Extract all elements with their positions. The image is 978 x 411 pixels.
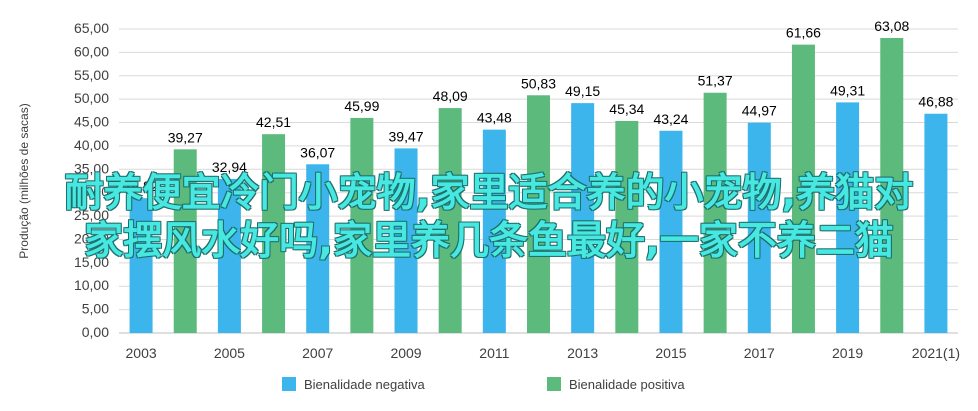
y-axis-ticks: 0,00 5,00 10,00 15,00 20,00 25,00 30,00 35,00 40… bbox=[74, 20, 109, 340]
y-tick-label: 40,00 bbox=[74, 137, 109, 153]
bar bbox=[880, 37, 904, 334]
bar bbox=[747, 122, 771, 333]
bar bbox=[394, 148, 418, 333]
bar bbox=[791, 44, 815, 334]
bar bbox=[438, 108, 462, 334]
data-label: 49,15 bbox=[565, 83, 600, 99]
data-label: 51,37 bbox=[698, 73, 733, 89]
legend-label: Bienalidade positiva bbox=[569, 377, 685, 392]
data-label: 44,97 bbox=[742, 103, 777, 119]
legend-swatch bbox=[547, 377, 561, 391]
data-label: 49,31 bbox=[830, 82, 865, 98]
data-label: 39,27 bbox=[168, 129, 203, 145]
data-label: 48,09 bbox=[433, 88, 468, 104]
y-tick-label: 35,00 bbox=[74, 160, 109, 176]
x-tick-label: 2019 bbox=[832, 345, 863, 361]
bar bbox=[615, 120, 639, 334]
x-tick-label: 2009 bbox=[390, 345, 421, 361]
data-label: 39,47 bbox=[389, 128, 424, 144]
data-label: 46,88 bbox=[918, 94, 953, 110]
x-tick-label: 2017 bbox=[744, 345, 775, 361]
bar bbox=[659, 130, 683, 333]
y-tick-label: 30,00 bbox=[74, 184, 109, 200]
data-label: 42,51 bbox=[256, 114, 291, 130]
x-axis-ticks: 2003 2005 2007 2009 2011 2013 2015 2017 2019 2021… bbox=[126, 345, 961, 361]
y-tick-label: 10,00 bbox=[74, 277, 109, 293]
bar bbox=[262, 134, 286, 333]
data-label: 28,82 bbox=[124, 178, 159, 194]
y-tick-label: 60,00 bbox=[74, 43, 109, 59]
bar bbox=[703, 92, 727, 333]
data-label: 32,94 bbox=[212, 159, 247, 175]
x-tick-label: 2015 bbox=[655, 345, 686, 361]
y-tick-label: 65,00 bbox=[74, 20, 109, 36]
bars bbox=[129, 37, 948, 334]
data-label: 61,66 bbox=[786, 25, 821, 41]
data-label: 43,48 bbox=[477, 110, 512, 126]
y-tick-label: 55,00 bbox=[74, 67, 109, 83]
bar bbox=[350, 117, 374, 333]
data-label: 50,83 bbox=[521, 75, 556, 91]
y-axis-label: Produção (milhões de sacas) bbox=[17, 103, 31, 258]
y-tick-label: 45,00 bbox=[74, 114, 109, 130]
legend-swatch bbox=[282, 377, 296, 391]
bar bbox=[217, 178, 241, 333]
bar bbox=[836, 102, 860, 333]
data-labels: 28,82 32,94 36,07 39,47 43,48 49,15 43,24 44,97… bbox=[124, 18, 954, 194]
bar bbox=[173, 149, 197, 333]
y-tick-label: 50,00 bbox=[74, 90, 109, 106]
x-tick-label: 2013 bbox=[567, 345, 598, 361]
x-tick-label: 2007 bbox=[302, 345, 333, 361]
bar bbox=[571, 103, 595, 333]
x-tick-label: 2003 bbox=[126, 345, 157, 361]
y-tick-label: 15,00 bbox=[74, 254, 109, 270]
bar bbox=[482, 129, 506, 333]
y-tick-label: 0,00 bbox=[82, 324, 109, 340]
data-label: 36,07 bbox=[300, 144, 335, 160]
x-tick-label: 2005 bbox=[214, 345, 245, 361]
data-label: 43,24 bbox=[653, 111, 688, 127]
x-tick-label: 2021(1) bbox=[912, 345, 960, 361]
legend: Bienalidade negativa Bienalidade positiva bbox=[282, 377, 685, 392]
y-tick-label: 20,00 bbox=[74, 230, 109, 246]
y-tick-label: 5,00 bbox=[82, 301, 109, 317]
legend-label: Bienalidade negativa bbox=[304, 377, 425, 392]
data-label: 63,08 bbox=[874, 18, 909, 34]
data-label: 45,34 bbox=[609, 101, 644, 117]
data-label: 45,99 bbox=[344, 98, 379, 114]
bar bbox=[306, 164, 330, 333]
y-tick-label: 25,00 bbox=[74, 207, 109, 223]
x-tick-label: 2011 bbox=[479, 345, 509, 361]
bar bbox=[129, 198, 153, 333]
bar bbox=[924, 113, 948, 333]
bar bbox=[527, 95, 550, 333]
